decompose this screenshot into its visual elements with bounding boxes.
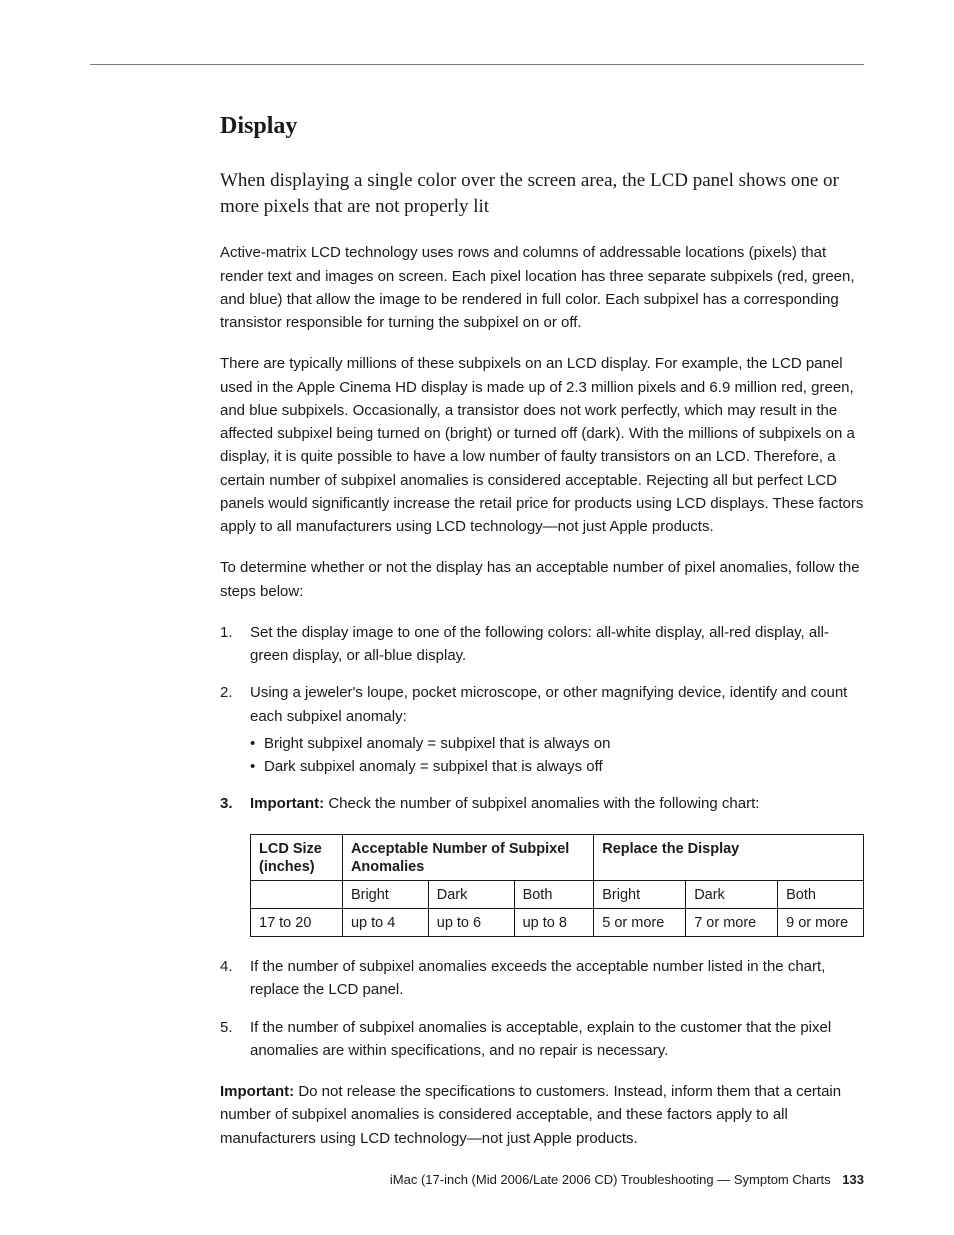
td-rep-bright: 5 or more xyxy=(594,908,686,936)
top-rule xyxy=(90,64,864,65)
step-2: Using a jeweler's loupe, pocket microsco… xyxy=(220,681,864,778)
th-acc-dark: Dark xyxy=(428,880,514,908)
th-rep-bright: Bright xyxy=(594,880,686,908)
section-subheading: When displaying a single color over the … xyxy=(220,168,864,219)
th-replace: Replace the Display xyxy=(594,834,864,880)
steps-list-cont: If the number of subpixel anomalies exce… xyxy=(220,955,864,1062)
closing-paragraph: Important: Do not release the specificat… xyxy=(220,1080,864,1150)
td-acc-dark: up to 6 xyxy=(428,908,514,936)
page-footer: iMac (17-inch (Mid 2006/Late 2006 CD) Tr… xyxy=(390,1172,864,1187)
paragraph-2: There are typically millions of these su… xyxy=(220,352,864,538)
td-acc-bright: up to 4 xyxy=(342,908,428,936)
table-row: 17 to 20 up to 4 up to 6 up to 8 5 or mo… xyxy=(251,908,864,936)
step-2-text: Using a jeweler's loupe, pocket microsco… xyxy=(250,684,847,724)
th-lcd-size: LCD Size (inches) xyxy=(251,834,343,880)
paragraph-3: To determine whether or not the display … xyxy=(220,556,864,603)
th-acc-both: Both xyxy=(514,880,594,908)
step-3: Important: Check the number of subpixel … xyxy=(220,792,864,815)
step-2-bullet-1: Bright subpixel anomaly = subpixel that … xyxy=(250,732,864,755)
paragraph-1: Active-matrix LCD technology uses rows a… xyxy=(220,241,864,334)
step-2-subbullets: Bright subpixel anomaly = subpixel that … xyxy=(250,732,864,779)
td-rep-both: 9 or more xyxy=(778,908,864,936)
anomaly-table: LCD Size (inches) Acceptable Number of S… xyxy=(250,834,864,938)
step-1-text: Set the display image to one of the foll… xyxy=(250,624,829,664)
page: Display When displaying a single color o… xyxy=(0,0,954,1235)
th-rep-both: Both xyxy=(778,880,864,908)
table-header-row-1: LCD Size (inches) Acceptable Number of S… xyxy=(251,834,864,880)
step-4-text: If the number of subpixel anomalies exce… xyxy=(250,958,825,998)
td-acc-both: up to 8 xyxy=(514,908,594,936)
anomaly-table-wrap: LCD Size (inches) Acceptable Number of S… xyxy=(220,834,864,938)
th-rep-dark: Dark xyxy=(686,880,778,908)
th-blank xyxy=(251,880,343,908)
step-3-rest: Check the number of subpixel anomalies w… xyxy=(324,795,759,812)
step-3-lead: Important: xyxy=(250,795,324,812)
step-5: If the number of subpixel anomalies is a… xyxy=(220,1016,864,1063)
closing-rest: Do not release the specifications to cus… xyxy=(220,1083,841,1147)
content-block: Display When displaying a single color o… xyxy=(220,113,864,1150)
th-acceptable: Acceptable Number of Subpixel Anomalies xyxy=(342,834,593,880)
step-1: Set the display image to one of the foll… xyxy=(220,621,864,668)
td-size: 17 to 20 xyxy=(251,908,343,936)
footer-text: iMac (17-inch (Mid 2006/Late 2006 CD) Tr… xyxy=(390,1172,831,1187)
td-rep-dark: 7 or more xyxy=(686,908,778,936)
section-title: Display xyxy=(220,113,864,140)
page-number: 133 xyxy=(842,1172,864,1187)
table-header-row-2: Bright Dark Both Bright Dark Both xyxy=(251,880,864,908)
step-4: If the number of subpixel anomalies exce… xyxy=(220,955,864,1002)
step-5-text: If the number of subpixel anomalies is a… xyxy=(250,1019,831,1059)
step-2-bullet-2: Dark subpixel anomaly = subpixel that is… xyxy=(250,755,864,778)
steps-list: Set the display image to one of the foll… xyxy=(220,621,864,816)
closing-lead: Important: xyxy=(220,1083,294,1100)
th-acc-bright: Bright xyxy=(342,880,428,908)
